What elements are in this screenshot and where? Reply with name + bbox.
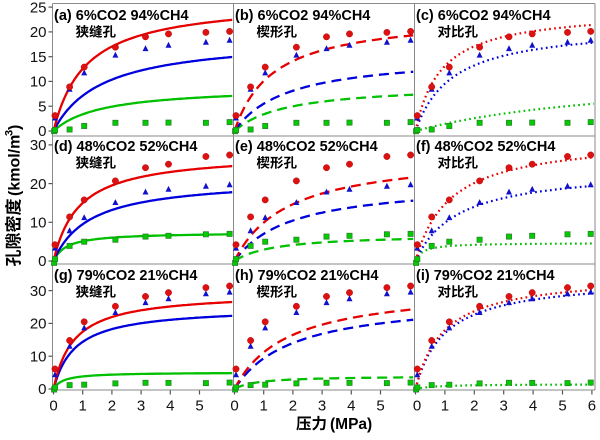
svg-text:5: 5 xyxy=(376,398,384,415)
svg-text:0: 0 xyxy=(38,123,46,140)
svg-text:2: 2 xyxy=(108,398,116,415)
svg-text:10: 10 xyxy=(30,348,47,365)
svg-text:25: 25 xyxy=(30,0,47,16)
svg-text:(a) 6%CO2 94%CH4: (a) 6%CO2 94%CH4 xyxy=(54,8,189,24)
svg-text:3: 3 xyxy=(137,398,145,415)
svg-text:(f) 48%CO2 52%CH4: (f) 48%CO2 52%CH4 xyxy=(416,139,555,155)
svg-text:20: 20 xyxy=(30,24,47,41)
svg-text:1: 1 xyxy=(79,398,87,415)
svg-text:1: 1 xyxy=(441,398,449,415)
svg-text:10: 10 xyxy=(30,215,47,232)
svg-text:(d) 48%CO2 52%CH4: (d) 48%CO2 52%CH4 xyxy=(54,139,197,155)
svg-text:4: 4 xyxy=(166,398,174,415)
svg-text:30: 30 xyxy=(30,137,47,154)
svg-text:0: 0 xyxy=(38,381,46,398)
svg-text:20: 20 xyxy=(30,176,47,193)
svg-text:(g) 79%CO2 21%CH4: (g) 79%CO2 21%CH4 xyxy=(54,268,197,284)
svg-text:15: 15 xyxy=(30,49,47,66)
svg-text:(c) 6%CO2 94%CH4: (c) 6%CO2 94%CH4 xyxy=(416,8,551,24)
svg-text:0: 0 xyxy=(38,253,46,270)
svg-text:30: 30 xyxy=(30,283,47,300)
svg-text:10: 10 xyxy=(30,74,47,91)
svg-text:0: 0 xyxy=(49,398,57,415)
svg-text:3: 3 xyxy=(318,398,326,415)
svg-text:(i) 79%CO2 21%CH4: (i) 79%CO2 21%CH4 xyxy=(416,268,555,284)
svg-text:(MPa): (MPa) xyxy=(330,416,372,433)
svg-text:3: 3 xyxy=(4,130,16,136)
svg-text:6: 6 xyxy=(588,398,596,415)
svg-text:(e) 48%CO2 52%CH4: (e) 48%CO2 52%CH4 xyxy=(235,139,378,155)
svg-text:(kmol/m: (kmol/m xyxy=(7,135,24,196)
svg-text:5: 5 xyxy=(195,398,203,415)
svg-text:(b) 6%CO2 94%CH4: (b) 6%CO2 94%CH4 xyxy=(235,8,370,24)
svg-text:): ) xyxy=(7,125,24,130)
svg-text:(h) 79%CO2 21%CH4: (h) 79%CO2 21%CH4 xyxy=(235,268,378,284)
svg-text:0: 0 xyxy=(413,398,421,415)
svg-text:0: 0 xyxy=(230,398,238,415)
svg-text:1: 1 xyxy=(260,398,268,415)
svg-text:4: 4 xyxy=(347,398,355,415)
svg-text:2: 2 xyxy=(289,398,297,415)
svg-text:20: 20 xyxy=(30,316,47,333)
svg-text:3: 3 xyxy=(500,398,508,415)
svg-text:4: 4 xyxy=(529,398,537,415)
svg-text:5: 5 xyxy=(558,398,566,415)
svg-text:2: 2 xyxy=(470,398,478,415)
svg-text:5: 5 xyxy=(38,98,46,115)
